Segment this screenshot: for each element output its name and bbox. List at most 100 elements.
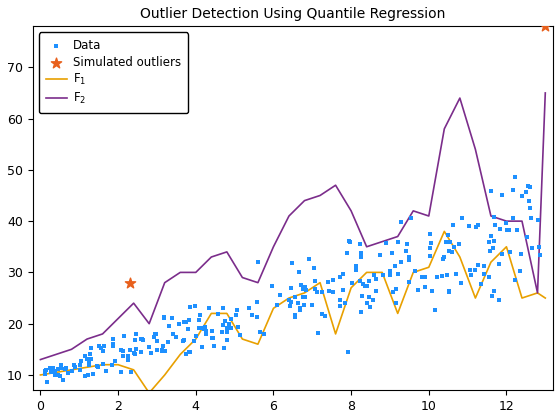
Data bbox=[202, 330, 211, 337]
Data bbox=[217, 329, 226, 336]
F$_2$ bbox=[379, 239, 385, 244]
Data bbox=[80, 353, 89, 360]
Data bbox=[442, 271, 451, 278]
Data bbox=[57, 362, 66, 368]
F$_1$ bbox=[542, 296, 549, 301]
Data bbox=[524, 198, 533, 205]
Data bbox=[451, 270, 460, 277]
F$_1$ bbox=[37, 373, 44, 378]
Data bbox=[98, 361, 107, 368]
Data bbox=[391, 286, 400, 292]
F$_2$ bbox=[255, 280, 262, 285]
Data bbox=[526, 205, 535, 211]
Data bbox=[295, 307, 304, 314]
F$_2$ bbox=[488, 213, 494, 218]
Data bbox=[476, 281, 485, 288]
Data bbox=[138, 337, 147, 344]
Data bbox=[40, 368, 49, 375]
F$_1$ bbox=[441, 229, 447, 234]
Data bbox=[456, 280, 465, 287]
F$_1$ bbox=[348, 285, 354, 290]
Data bbox=[191, 303, 200, 310]
Data bbox=[200, 324, 209, 331]
Data bbox=[131, 337, 140, 344]
F$_1$ bbox=[208, 311, 214, 316]
F$_2$ bbox=[394, 234, 401, 239]
F$_2$ bbox=[426, 213, 432, 218]
Data bbox=[209, 343, 218, 350]
Data bbox=[346, 238, 354, 245]
Data bbox=[286, 285, 295, 291]
F$_1$ bbox=[488, 260, 494, 265]
Data bbox=[508, 187, 517, 194]
Data bbox=[82, 356, 91, 362]
Data bbox=[340, 299, 349, 306]
Data bbox=[512, 227, 521, 234]
Data bbox=[46, 368, 55, 375]
Data bbox=[522, 234, 531, 241]
Data bbox=[71, 363, 80, 370]
Data bbox=[309, 265, 318, 271]
Data bbox=[202, 331, 211, 337]
Data bbox=[466, 266, 475, 273]
Data bbox=[361, 283, 370, 290]
Data bbox=[503, 227, 512, 234]
Data bbox=[130, 351, 139, 358]
Data bbox=[509, 214, 518, 221]
Data bbox=[221, 318, 230, 324]
Data bbox=[138, 335, 147, 342]
Data bbox=[325, 288, 334, 294]
Data bbox=[314, 330, 323, 337]
Data bbox=[522, 189, 531, 196]
Data bbox=[433, 274, 442, 281]
Data bbox=[284, 297, 293, 304]
Data bbox=[444, 247, 453, 254]
Data bbox=[152, 338, 161, 345]
Data bbox=[474, 262, 483, 268]
Data bbox=[136, 336, 145, 343]
Data bbox=[339, 287, 348, 294]
F$_2$ bbox=[410, 208, 417, 213]
F$_1$ bbox=[317, 280, 324, 285]
Data bbox=[41, 370, 50, 377]
Simulated outliers bbox=[339, 412, 348, 419]
Data bbox=[385, 268, 394, 274]
Data bbox=[497, 251, 506, 258]
Data bbox=[96, 344, 105, 351]
F$_2$ bbox=[53, 352, 59, 357]
F$_2$ bbox=[223, 249, 230, 255]
Data bbox=[351, 267, 360, 273]
Data bbox=[313, 289, 322, 296]
Data bbox=[371, 287, 380, 294]
F$_1$ bbox=[270, 306, 277, 311]
Data bbox=[150, 334, 158, 341]
Data bbox=[449, 243, 458, 250]
F$_1$ bbox=[83, 365, 90, 370]
Data bbox=[502, 220, 511, 227]
F$_2$ bbox=[68, 347, 75, 352]
Data bbox=[286, 303, 295, 310]
Data bbox=[54, 366, 63, 373]
Data bbox=[87, 344, 96, 351]
Data bbox=[445, 289, 454, 295]
Data bbox=[291, 294, 300, 300]
Data bbox=[144, 344, 153, 350]
Data bbox=[127, 369, 136, 376]
Data bbox=[357, 254, 366, 260]
Data bbox=[534, 243, 543, 250]
F$_1$ bbox=[146, 390, 152, 395]
Data bbox=[471, 267, 480, 274]
Data bbox=[153, 347, 162, 354]
Data bbox=[129, 349, 138, 356]
Data bbox=[488, 293, 497, 300]
Data bbox=[491, 222, 500, 228]
Data bbox=[516, 251, 525, 257]
Data bbox=[376, 252, 385, 259]
Data bbox=[355, 278, 364, 285]
Data bbox=[362, 299, 371, 306]
Data bbox=[108, 336, 117, 343]
Data bbox=[87, 356, 96, 362]
Data bbox=[116, 368, 125, 375]
Data bbox=[441, 238, 450, 245]
Data bbox=[510, 174, 519, 181]
